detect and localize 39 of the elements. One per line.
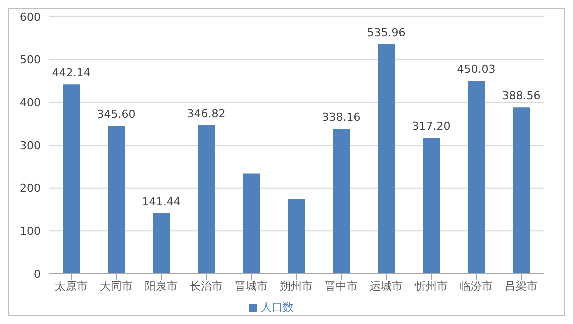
data-label: 450.03 [457,63,496,76]
bar [378,44,395,274]
bar [288,199,305,274]
data-label: 535.96 [367,26,406,40]
x-tick-label: 晋中市 [325,280,358,293]
y-tick-label: 0 [34,268,41,281]
y-tick-label: 200 [20,182,41,196]
x-tick-label: 晋城市 [235,280,268,293]
x-tick-label: 大同市 [100,280,133,293]
bar [198,125,215,274]
y-tick-label: 500 [20,54,41,67]
bar [333,129,350,274]
data-label: 345.60 [97,108,136,121]
y-tick-label: 300 [20,139,41,152]
bar [243,174,260,274]
y-tick-label: 100 [20,225,41,238]
y-tick-label: 600 [20,10,41,24]
bar [513,108,530,274]
x-tick-label: 忻州市 [414,280,448,293]
data-label: 442.14 [52,66,91,80]
bar [63,84,80,274]
y-tick-label: 400 [20,96,41,110]
x-tick-label: 阳泉市 [145,280,178,293]
data-label: 346.82 [187,107,226,120]
data-label: 141.44 [142,195,181,208]
bar [423,138,440,274]
x-tick-label: 吕梁市 [505,280,538,293]
data-label: 338.16 [322,111,361,124]
x-tick-label: 临汾市 [460,280,493,293]
data-label: 388.56 [502,90,541,103]
data-label: 317.20 [412,120,451,134]
x-tick-label: 朔州市 [280,280,313,293]
x-tick-label: 运城市 [370,280,403,293]
bar [153,213,170,274]
bar [468,81,485,274]
x-tick-label: 长治市 [190,280,223,293]
bar [108,126,125,274]
legend-label: 人口数 [261,301,294,314]
x-tick-label: 太原市 [55,280,88,293]
